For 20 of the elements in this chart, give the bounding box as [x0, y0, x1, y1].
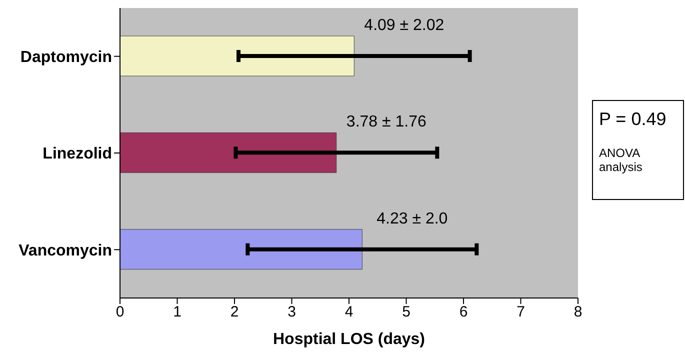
data-label: 4.23 ± 2.0 [376, 210, 448, 228]
bar [120, 132, 337, 173]
x-tick-label: 5 [402, 304, 410, 321]
data-label: 3.78 ± 1.76 [346, 114, 426, 131]
y-tick-label: Linezolid [42, 146, 112, 163]
x-tick-label: 2 [230, 304, 239, 321]
bar [120, 36, 354, 76]
y-tick-label: Vancomycin [18, 242, 112, 260]
x-tick-label: 0 [116, 304, 124, 321]
bar [120, 229, 362, 270]
x-tick-label: 4 [344, 304, 354, 321]
x-tick-label: 3 [288, 304, 296, 321]
data-label: 4.09 ± 2.02 [364, 17, 444, 34]
x-tick-label: 8 [574, 304, 582, 321]
note-box: P = 0.49 ANOVA analysis [592, 100, 684, 200]
x-axis-title: Hosptial LOS (days) [272, 331, 426, 348]
y-tick-label: Daptomycin [20, 49, 112, 66]
x-tick-label: 1 [173, 304, 182, 321]
x-tick-label: 7 [516, 304, 525, 321]
x-tick-label: 6 [459, 304, 468, 321]
